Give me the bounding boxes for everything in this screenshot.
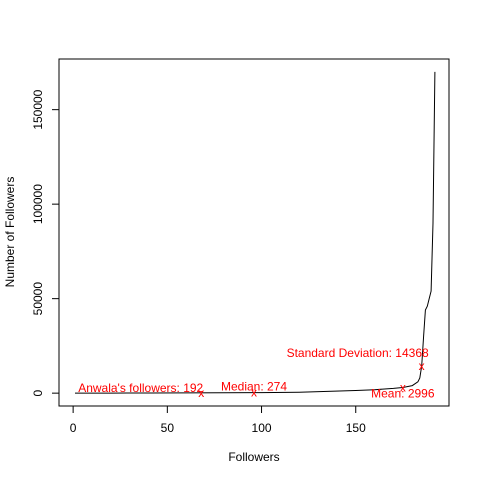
x-tick-label: 0: [70, 421, 77, 435]
x-axis-title: Followers: [228, 450, 279, 464]
y-tick-label: 100000: [31, 184, 45, 224]
x-tick-label: 150: [346, 421, 366, 435]
x-tick-label: 100: [252, 421, 272, 435]
y-tick-label: 150000: [31, 89, 45, 129]
y-tick-label: 50000: [31, 282, 45, 316]
y-tick-label: 0: [31, 389, 45, 396]
annotation-marker: x: [251, 386, 257, 400]
y-axis: 0 50000 100000 150000: [31, 89, 60, 396]
y-axis-title: Number of Followers: [3, 177, 17, 288]
annotation-label: Median: 274: [221, 380, 287, 394]
annotation-marker: x: [198, 386, 204, 400]
x-axis: 0 50 100 150: [70, 405, 366, 435]
x-tick-label: 50: [161, 421, 175, 435]
annotation-label: Standard Deviation: 14368: [287, 346, 429, 360]
annotation-marker: x: [419, 359, 425, 373]
series-line: [75, 71, 436, 394]
annotation-label: Mean: 2996: [371, 386, 435, 400]
annotation-marker: x: [400, 380, 406, 394]
annotation-label: Anwala's followers: 192: [78, 381, 203, 395]
